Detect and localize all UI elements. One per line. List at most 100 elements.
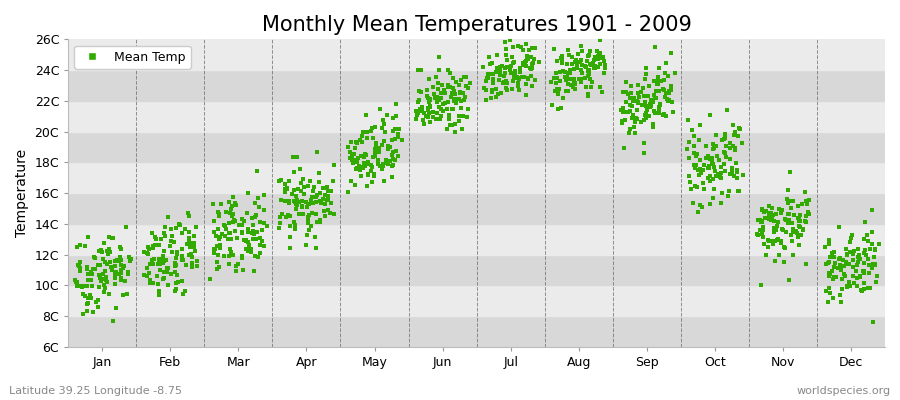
Point: [80, 300, 94, 307]
Point: [656, 111, 670, 117]
Point: [558, 88, 572, 94]
Point: [359, 183, 374, 189]
Point: [389, 101, 403, 107]
Point: [588, 54, 602, 60]
Point: [491, 67, 505, 74]
Point: [752, 216, 767, 223]
Point: [452, 96, 466, 102]
Point: [711, 157, 725, 163]
Point: [220, 236, 235, 242]
Point: [661, 95, 675, 102]
Point: [652, 110, 667, 116]
Point: [97, 282, 112, 288]
Point: [422, 102, 436, 109]
Point: [662, 97, 676, 103]
Point: [153, 236, 167, 242]
Point: [593, 49, 608, 56]
Point: [784, 232, 798, 238]
Point: [525, 82, 539, 89]
Point: [101, 250, 115, 257]
Point: [73, 282, 87, 289]
Point: [207, 229, 221, 236]
Point: [145, 258, 159, 264]
Point: [436, 108, 450, 114]
Point: [550, 85, 564, 92]
Point: [148, 234, 163, 240]
Point: [160, 269, 175, 275]
Point: [386, 115, 400, 121]
Point: [657, 86, 671, 93]
Point: [654, 78, 669, 84]
Point: [240, 226, 255, 232]
Point: [721, 192, 735, 199]
Point: [853, 273, 868, 280]
Point: [235, 230, 249, 236]
Point: [493, 64, 508, 70]
Point: [857, 280, 871, 286]
Point: [359, 112, 374, 118]
Point: [303, 197, 318, 204]
Point: [461, 106, 475, 112]
Point: [697, 186, 711, 192]
Point: [481, 70, 495, 77]
Point: [643, 100, 657, 107]
Point: [300, 204, 314, 210]
Point: [857, 250, 871, 256]
Point: [574, 76, 589, 82]
Point: [310, 218, 324, 225]
Point: [688, 164, 702, 171]
Point: [761, 212, 776, 218]
Point: [84, 292, 98, 298]
Point: [759, 208, 773, 214]
Point: [847, 248, 861, 255]
Point: [420, 92, 435, 99]
Point: [447, 91, 462, 98]
Point: [446, 106, 460, 113]
Point: [454, 98, 469, 104]
Point: [175, 252, 189, 259]
Point: [570, 60, 584, 67]
Point: [225, 193, 239, 200]
Point: [736, 172, 751, 178]
Point: [762, 203, 777, 209]
Point: [782, 217, 796, 224]
Point: [347, 182, 362, 188]
Point: [157, 269, 171, 276]
Point: [375, 166, 390, 172]
Point: [727, 173, 742, 179]
Point: [420, 87, 435, 93]
Point: [352, 165, 366, 171]
Point: [842, 260, 856, 267]
Point: [652, 88, 667, 94]
Point: [235, 252, 249, 259]
Point: [636, 93, 651, 99]
Point: [435, 90, 449, 96]
Point: [457, 94, 472, 100]
Point: [137, 272, 151, 278]
Point: [239, 246, 254, 252]
Point: [693, 166, 707, 172]
Point: [801, 209, 815, 215]
Point: [493, 89, 508, 96]
Point: [755, 219, 770, 225]
Point: [475, 64, 490, 70]
Point: [789, 228, 804, 235]
Point: [703, 112, 717, 118]
Point: [146, 243, 160, 249]
Point: [435, 82, 449, 88]
Point: [452, 82, 466, 88]
Point: [426, 108, 440, 115]
Point: [500, 64, 514, 70]
Point: [619, 89, 634, 95]
Point: [422, 109, 436, 116]
Point: [753, 282, 768, 288]
Point: [791, 234, 806, 240]
Point: [658, 94, 672, 100]
Point: [796, 226, 810, 233]
Point: [104, 266, 119, 273]
Point: [796, 226, 811, 232]
Point: [655, 112, 670, 118]
Point: [498, 79, 512, 86]
Point: [565, 54, 580, 60]
Point: [842, 239, 857, 246]
